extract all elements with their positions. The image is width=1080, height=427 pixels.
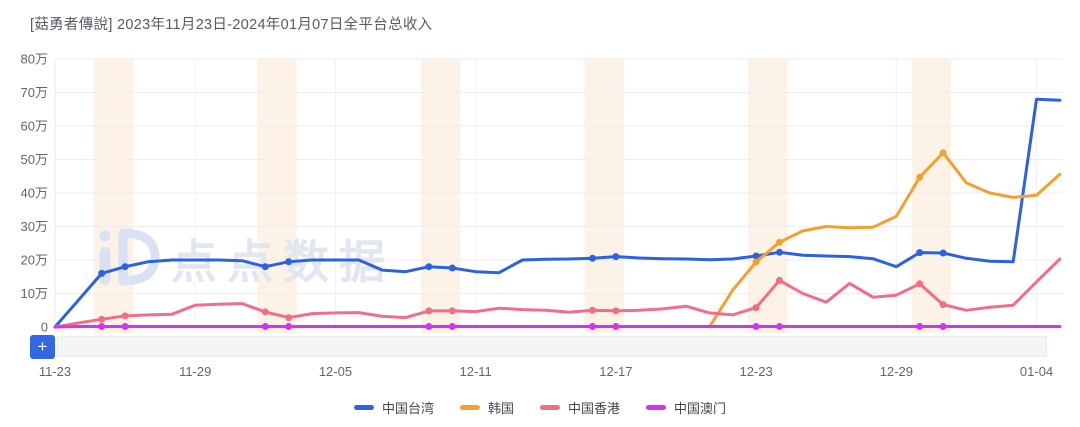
series-marker-taiwan[interactable] — [916, 249, 924, 257]
legend-item-hongkong[interactable]: 中国香港 — [540, 398, 620, 417]
series-marker-taiwan[interactable] — [939, 249, 947, 257]
y-axis-label: 30万 — [21, 219, 48, 234]
series-marker-hongkong[interactable] — [939, 301, 947, 309]
series-marker-macau[interactable] — [776, 323, 783, 330]
x-axis-label: 12-17 — [599, 364, 632, 379]
series-marker-macau[interactable] — [939, 323, 947, 330]
legend-item-taiwan[interactable]: 中国台湾 — [353, 398, 434, 417]
x-axis-label: 12-29 — [880, 364, 913, 379]
weekend-band — [420, 59, 461, 333]
macau-swatch-icon — [646, 405, 667, 410]
series-marker-macau[interactable] — [589, 323, 596, 330]
y-axis-label: 70万 — [21, 85, 48, 100]
series-line-macau[interactable] — [53, 325, 1062, 329]
series-marker-hongkong[interactable] — [121, 312, 129, 320]
watermark: 点点数据 — [99, 228, 395, 289]
series-line-korea[interactable] — [707, 151, 1062, 329]
series-marker-hongkong[interactable] — [916, 280, 924, 288]
series-marker-taiwan[interactable] — [589, 254, 596, 262]
series-marker-taiwan[interactable] — [285, 258, 293, 266]
watermark-logo-icon — [99, 230, 111, 242]
legend-item-korea[interactable]: 韩国 — [459, 398, 514, 417]
y-axis-label: 10万 — [21, 286, 48, 301]
weekend-band — [911, 59, 952, 333]
zoom-in-button[interactable]: + — [30, 335, 55, 359]
y-axis-label: 60万 — [21, 119, 48, 134]
weekend-band — [584, 59, 624, 333]
horizontal-scrollbar[interactable] — [57, 336, 1047, 357]
x-axis-label: 12-23 — [739, 364, 772, 379]
watermark-text: 点点数据 — [171, 235, 395, 289]
series-marker-macau[interactable] — [121, 323, 129, 330]
series-marker-korea[interactable] — [752, 258, 760, 266]
series-marker-taiwan[interactable] — [121, 263, 129, 271]
legend-label: 韩国 — [487, 401, 514, 416]
x-axis-label: 12-11 — [460, 364, 492, 379]
watermark-logo-icon — [118, 228, 160, 286]
series-marker-hongkong[interactable] — [776, 276, 783, 284]
hongkong-swatch-icon — [540, 405, 560, 410]
y-axis-label: 80万 — [21, 52, 48, 67]
legend: 中国台湾 韩国 中国香港 中国澳门 — [0, 398, 1080, 417]
series-marker-taiwan[interactable] — [98, 269, 106, 277]
korea-swatch-icon — [459, 405, 480, 410]
y-axis-label: 0 — [41, 320, 48, 335]
plus-icon: + — [37, 337, 48, 356]
series-marker-hongkong[interactable] — [589, 306, 596, 314]
series-marker-macau[interactable] — [916, 323, 924, 330]
series-marker-macau[interactable] — [98, 323, 106, 330]
series-marker-hongkong[interactable] — [612, 307, 620, 315]
series-line-taiwan[interactable] — [53, 97, 1062, 329]
plot-svg: 0 10万 20万 30万 40万 50万 60万 70万 80万 11-23 11-29 12-05… — [21, 52, 1063, 379]
series-marker-macau[interactable] — [752, 323, 760, 330]
series-marker-macau[interactable] — [448, 323, 456, 330]
weekend-band — [748, 59, 788, 333]
series-marker-korea[interactable] — [939, 149, 947, 157]
legend-label: 中国香港 — [568, 401, 621, 416]
series-marker-korea[interactable] — [916, 173, 924, 181]
series-marker-hongkong[interactable] — [448, 307, 456, 315]
y-axis-label: 50万 — [21, 152, 48, 167]
series-marker-hongkong[interactable] — [261, 308, 269, 316]
legend-label: 中国澳门 — [674, 401, 727, 416]
series-marker-hongkong[interactable] — [285, 314, 293, 322]
series-line-hongkong[interactable] — [53, 257, 1062, 329]
y-axis-label: 40万 — [21, 186, 48, 201]
x-axis-label: 11-23 — [39, 364, 71, 379]
series-marker-macau[interactable] — [261, 323, 269, 330]
series-marker-hongkong[interactable] — [425, 307, 433, 315]
series-marker-macau[interactable] — [285, 323, 293, 330]
series-marker-taiwan[interactable] — [752, 252, 760, 260]
series-marker-taiwan[interactable] — [425, 263, 433, 271]
weekend-band — [93, 59, 134, 333]
series-marker-hongkong[interactable] — [98, 315, 106, 323]
taiwan-swatch-icon — [353, 405, 374, 410]
y-axis-label: 20万 — [21, 253, 48, 268]
chart-title: [菇勇者傳說] 2023年11月23日-2024年01月07日全平台总收入 — [30, 17, 433, 33]
series-marker-korea[interactable] — [776, 238, 783, 246]
series-marker-taiwan[interactable] — [448, 264, 456, 272]
series-marker-taiwan[interactable] — [776, 248, 783, 256]
x-axis-label: 11-29 — [179, 364, 211, 379]
series-marker-macau[interactable] — [612, 323, 620, 330]
series-marker-taiwan[interactable] — [612, 253, 620, 261]
watermark-logo-icon — [99, 247, 111, 285]
weekend-band — [257, 59, 297, 333]
series-marker-hongkong[interactable] — [752, 304, 760, 312]
legend-item-macau[interactable]: 中国澳门 — [646, 398, 726, 417]
series-marker-macau[interactable] — [425, 323, 433, 330]
series-marker-taiwan[interactable] — [261, 263, 269, 271]
legend-label: 中国台湾 — [381, 401, 434, 416]
x-axis-label: 01-04 — [1020, 364, 1053, 379]
x-axis-label: 12-05 — [319, 364, 352, 379]
